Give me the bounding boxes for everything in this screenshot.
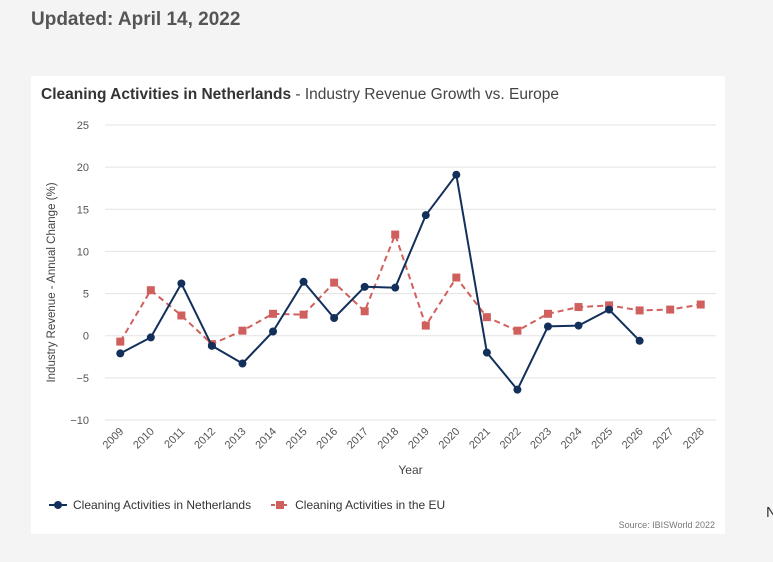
- data-point-netherlands: [299, 277, 308, 286]
- data-point-netherlands: [330, 314, 339, 323]
- data-point-eu: [269, 309, 278, 318]
- y-tick-label: 10: [77, 246, 89, 258]
- data-point-netherlands: [391, 283, 400, 292]
- y-tick-label: 5: [83, 289, 89, 301]
- x-tick-label: 2009: [101, 426, 127, 452]
- data-point-eu: [299, 310, 308, 319]
- legend-item-netherlands[interactable]: Cleaning Activities in Netherlands: [49, 498, 251, 512]
- x-tick-label: 2018: [376, 426, 402, 452]
- legend-label-eu: Cleaning Activities in the EU: [295, 498, 446, 512]
- data-point-netherlands: [574, 321, 583, 330]
- y-tick-label: −5: [76, 373, 89, 385]
- data-point-eu: [543, 309, 552, 318]
- data-point-netherlands: [635, 336, 644, 345]
- x-tick-label: 2019: [406, 426, 432, 452]
- legend-label-netherlands: Cleaning Activities in Netherlands: [73, 498, 252, 512]
- updated-date: Updated: April 14, 2022: [31, 9, 241, 30]
- x-tick-label: 2017: [345, 426, 371, 452]
- x-tick-label: 2023: [528, 426, 554, 452]
- y-tick-label: 20: [77, 162, 89, 174]
- legend: Cleaning Activities in Netherlands Clean…: [49, 498, 465, 512]
- x-tick-label: 2014: [253, 426, 279, 452]
- x-tick-label: 2020: [437, 426, 463, 452]
- x-tick-label: 2022: [498, 426, 524, 452]
- data-point-netherlands: [543, 322, 552, 331]
- data-point-eu: [605, 301, 614, 310]
- source-note: Source: IBISWorld 2022: [618, 520, 715, 530]
- data-point-eu: [666, 305, 675, 314]
- legend-item-eu[interactable]: Cleaning Activities in the EU: [271, 498, 445, 512]
- data-point-eu: [330, 278, 339, 287]
- chart-title-row: Cleaning Activities in Netherlands - Ind…: [41, 86, 559, 104]
- data-point-eu: [452, 273, 461, 282]
- data-point-eu: [482, 313, 491, 322]
- data-point-netherlands: [513, 385, 522, 394]
- x-tick-label: 2024: [559, 426, 585, 452]
- legend-square-marker-icon: [271, 501, 290, 509]
- data-point-eu: [116, 337, 125, 346]
- data-point-eu: [391, 230, 400, 239]
- data-point-eu: [177, 311, 186, 320]
- x-axis-title: Year: [398, 463, 422, 477]
- y-tick-label: 0: [83, 331, 89, 343]
- data-point-netherlands: [116, 349, 125, 358]
- data-point-netherlands: [452, 170, 461, 179]
- x-tick-label: 2027: [650, 426, 676, 452]
- x-tick-label: 2010: [131, 426, 157, 452]
- chart-title: Cleaning Activities in Netherlands: [41, 86, 292, 103]
- data-point-eu: [513, 326, 522, 335]
- data-point-eu: [574, 303, 583, 312]
- data-point-eu: [635, 306, 644, 315]
- data-point-eu: [238, 326, 247, 335]
- x-tick-label: 2021: [467, 426, 493, 452]
- chart-card: Cleaning Activities in Netherlands - Ind…: [31, 76, 725, 534]
- x-tick-label: 2028: [681, 426, 707, 452]
- series-line-0: [119, 172, 641, 392]
- y-tick-label: −10: [70, 415, 89, 427]
- legend-circle-marker-icon: [49, 501, 67, 509]
- data-point-eu: [696, 300, 705, 309]
- data-point-netherlands: [605, 305, 614, 314]
- x-tick-label: 2011: [162, 426, 187, 451]
- y-axis-title: Industry Revenue - Annual Change (%): [46, 182, 58, 382]
- data-point-eu: [421, 321, 430, 330]
- x-tick-label: 2026: [620, 426, 646, 452]
- data-point-netherlands: [238, 359, 247, 368]
- data-point-netherlands: [421, 211, 430, 220]
- data-point-eu: [146, 286, 155, 295]
- x-tick-label: 2012: [192, 426, 218, 452]
- y-tick-label: 15: [77, 204, 89, 216]
- x-tick-label: 2016: [314, 426, 340, 452]
- data-point-netherlands: [146, 333, 155, 342]
- data-point-netherlands: [360, 282, 369, 291]
- y-tick-label: 25: [77, 120, 89, 132]
- edge-text: N: [766, 504, 773, 521]
- x-tick-label: 2015: [284, 426, 310, 452]
- chart-subtitle: - Industry Revenue Growth vs. Europe: [295, 86, 560, 103]
- data-point-eu: [360, 307, 369, 316]
- data-point-netherlands: [269, 327, 278, 336]
- data-point-netherlands: [207, 341, 216, 350]
- data-point-netherlands: [482, 348, 491, 357]
- data-point-netherlands: [177, 279, 186, 288]
- x-tick-label: 2013: [223, 426, 249, 452]
- x-tick-label: 2025: [589, 426, 615, 452]
